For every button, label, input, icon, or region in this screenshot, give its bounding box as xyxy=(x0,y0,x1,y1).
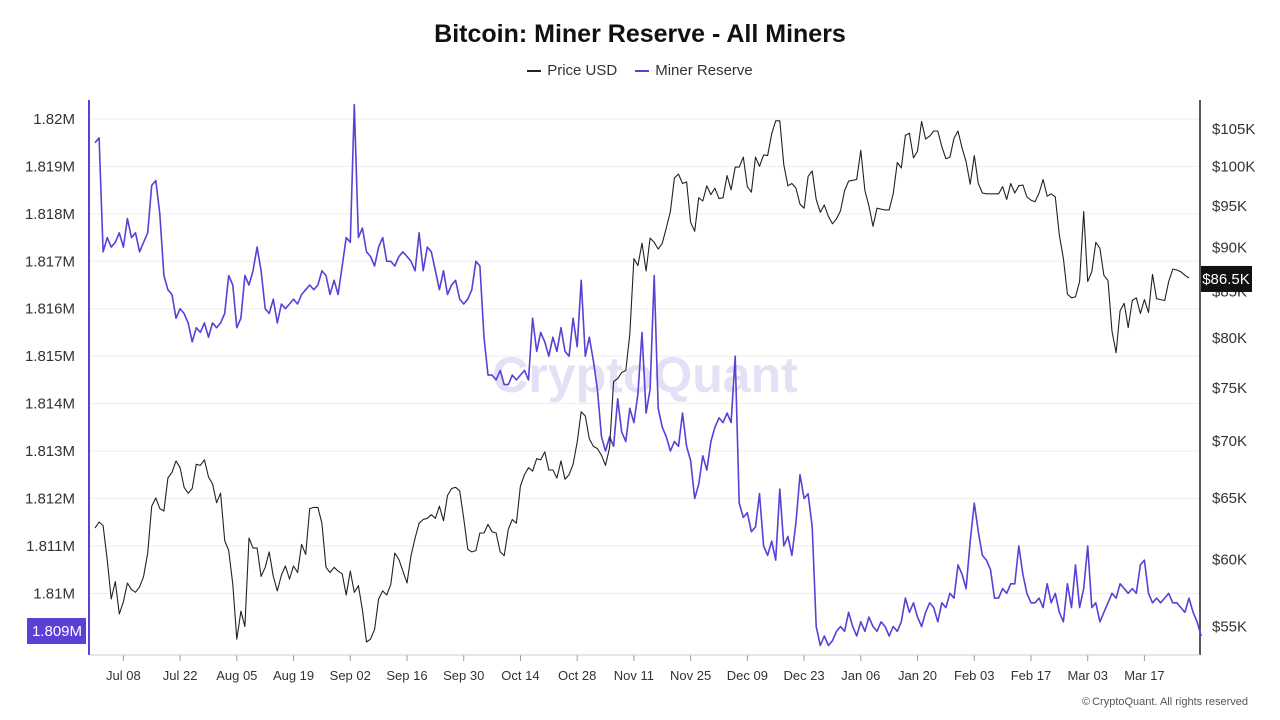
y-right-tick-label: $55K xyxy=(1212,618,1247,635)
copyright-notice: © CryptoQuant. All rights reserved xyxy=(1082,696,1248,708)
y-right-tick-label: $75K xyxy=(1212,380,1247,397)
x-tick-label: Nov 25 xyxy=(670,668,711,683)
x-tick-label: Dec 09 xyxy=(727,668,768,683)
y-left-tick-label: 1.811M xyxy=(26,538,75,555)
y-left-tick-label: 1.819M xyxy=(25,158,75,175)
y-right-tick-label: $90K xyxy=(1212,239,1247,256)
y-left-tick-label: 1.814M xyxy=(25,396,75,413)
x-tick-label: Mar 03 xyxy=(1067,668,1107,683)
y-right-tick-label: $100K xyxy=(1212,158,1255,175)
price-usd-line xyxy=(94,120,1190,643)
x-tick-label: Mar 17 xyxy=(1124,668,1164,683)
x-tick-label: Oct 14 xyxy=(501,668,539,683)
legend-swatch-miner-reserve xyxy=(635,69,650,72)
x-tick-label: Dec 23 xyxy=(783,668,824,683)
y-left-tick-label: 1.816M xyxy=(25,301,75,318)
chart-title: Bitcoin: Miner Reserve - All Miners xyxy=(434,20,846,48)
copyright-icon: © xyxy=(1081,696,1091,708)
y-left-tick-label: 1.817M xyxy=(25,253,75,270)
x-tick-label: Nov 11 xyxy=(614,668,654,683)
x-tick-label: Aug 05 xyxy=(216,668,257,683)
y-right-tick-label: $80K xyxy=(1212,330,1247,347)
x-tick-label: Sep 02 xyxy=(330,668,371,683)
y-left-tick-label: 1.81M xyxy=(33,585,75,602)
legend-item-price[interactable]: Price USD xyxy=(527,62,617,79)
x-tick-label: Jan 06 xyxy=(841,668,880,683)
x-tick-label: Jul 22 xyxy=(163,668,198,683)
y-right-tick-label: $105K xyxy=(1212,121,1255,138)
y-left-tick-label: 1.813M xyxy=(25,443,75,460)
copyright-text: CryptoQuant. All rights reserved xyxy=(1092,696,1248,708)
y-right-tick-label: $70K xyxy=(1212,433,1247,450)
last-value-label-right: $86.5K xyxy=(1202,271,1250,288)
x-tick-label: Sep 16 xyxy=(386,668,427,683)
x-tick-label: Sep 30 xyxy=(443,668,484,683)
x-tick-label: Aug 19 xyxy=(273,668,314,683)
legend-item-miner-reserve[interactable]: Miner Reserve xyxy=(635,62,753,79)
miner-reserve-line xyxy=(94,103,1202,647)
y-left-tick-label: 1.815M xyxy=(25,348,75,365)
x-tick-label: Feb 03 xyxy=(954,668,994,683)
legend-swatch-price xyxy=(527,69,542,72)
x-tick-label: Oct 28 xyxy=(558,668,596,683)
x-tick-label: Jan 20 xyxy=(898,668,937,683)
y-left-tick-label: 1.812M xyxy=(25,490,75,507)
y-right-tick-label: $95K xyxy=(1212,198,1247,215)
x-tick-label: Feb 17 xyxy=(1011,668,1051,683)
legend: Price USD Miner Reserve xyxy=(0,62,1280,79)
y-left-tick-label: 1.82M xyxy=(33,111,75,128)
y-left-tick-label: 1.818M xyxy=(25,206,75,223)
legend-label-price: Price USD xyxy=(547,62,618,79)
last-value-badge-left xyxy=(27,618,86,645)
y-right-tick-label: $65K xyxy=(1212,490,1247,507)
legend-label-miner-reserve: Miner Reserve xyxy=(655,62,753,79)
y-right-tick-label: $60K xyxy=(1212,552,1247,569)
x-tick-label: Jul 08 xyxy=(106,668,141,683)
last-value-badge-right xyxy=(1201,265,1252,292)
last-value-label-left: 1.809M xyxy=(32,623,82,640)
